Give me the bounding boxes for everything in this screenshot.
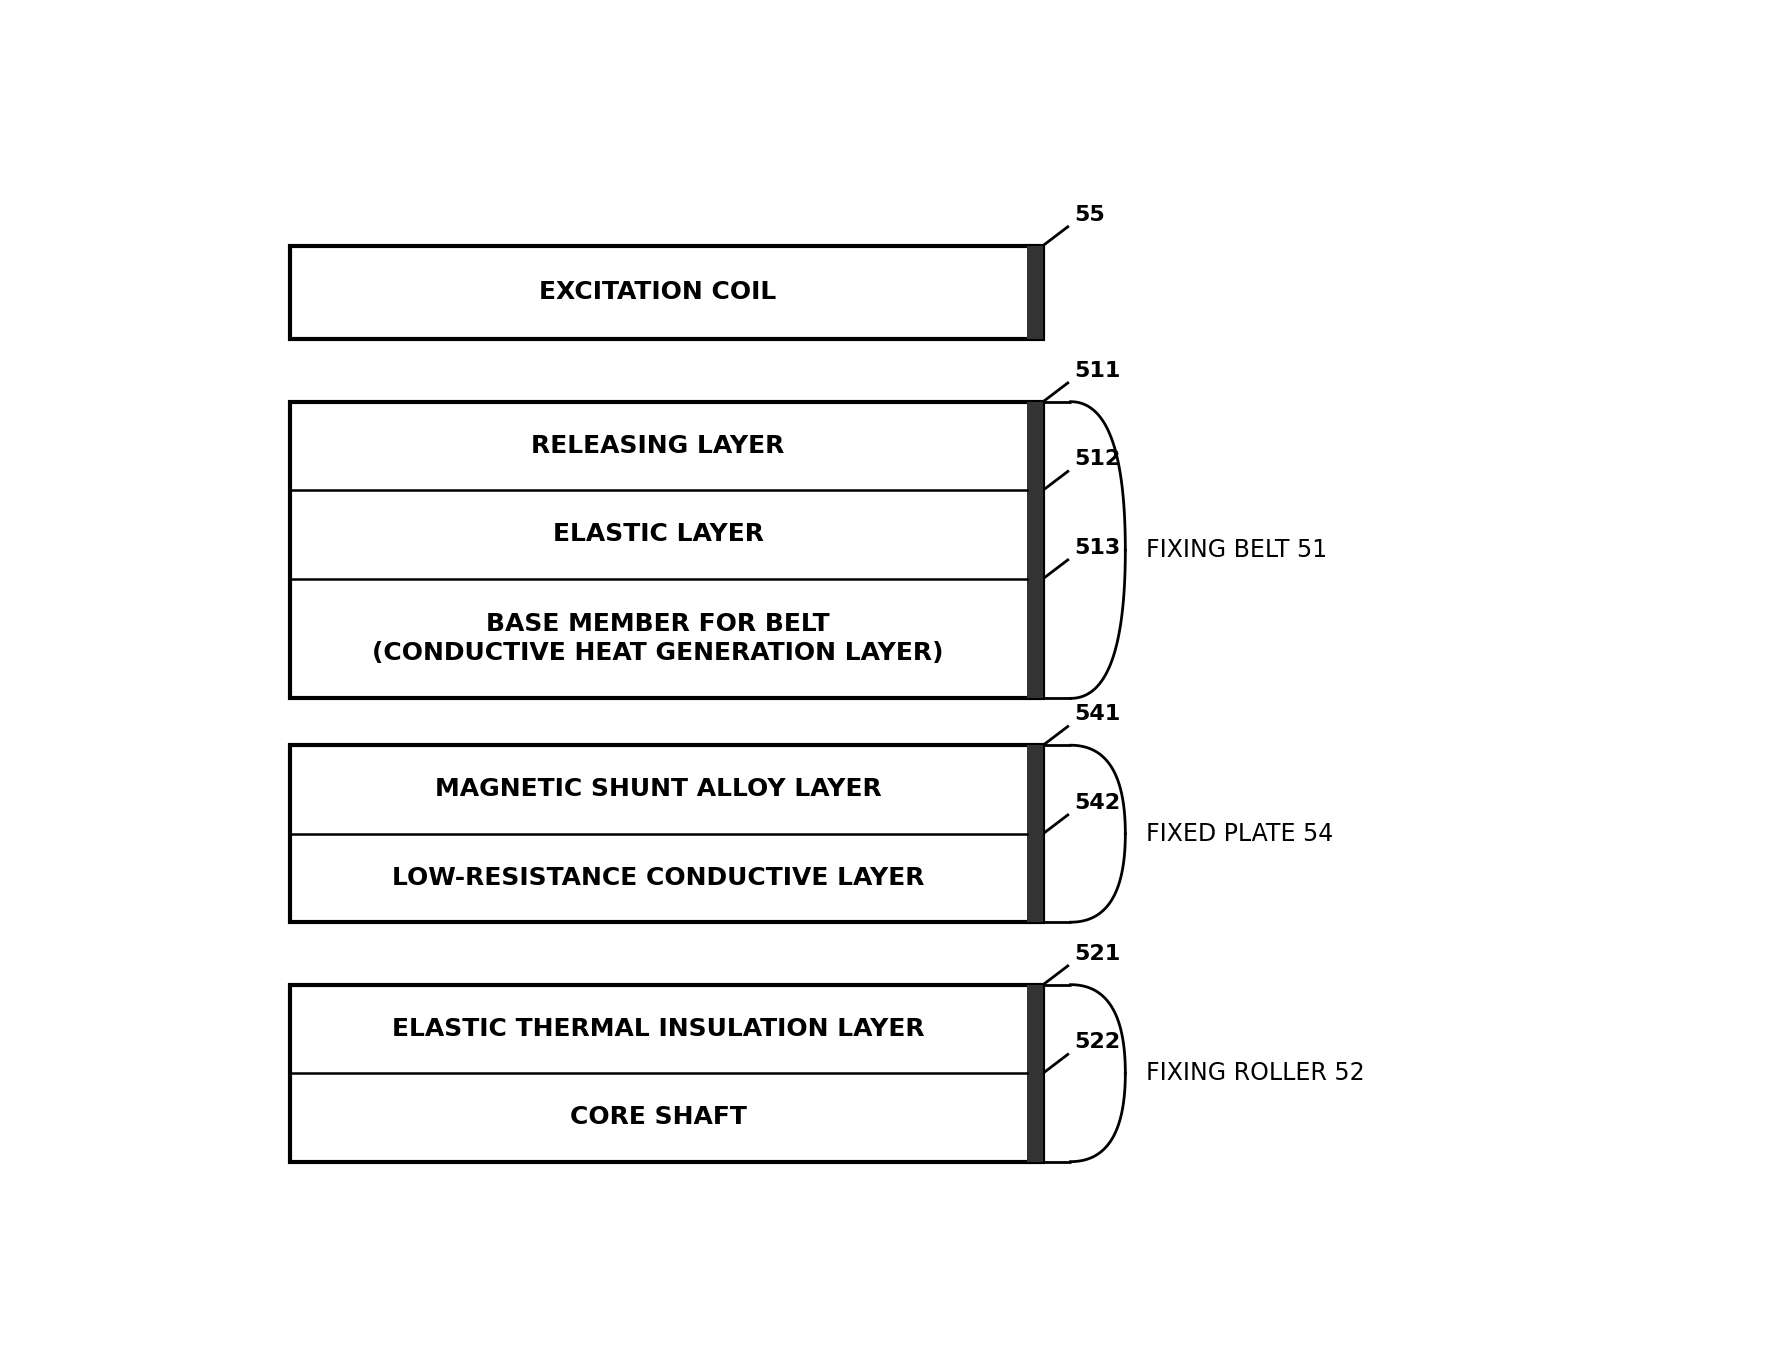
Text: 511: 511 (1075, 361, 1121, 381)
Text: FIXING BELT 51: FIXING BELT 51 (1146, 538, 1328, 562)
Text: 513: 513 (1075, 538, 1121, 558)
Bar (1027, 745, 1043, 922)
Text: FIXED PLATE 54: FIXED PLATE 54 (1146, 822, 1333, 846)
Text: 522: 522 (1075, 1033, 1121, 1052)
Text: 541: 541 (1075, 704, 1121, 725)
Text: LOW-RESISTANCE CONDUCTIVE LAYER: LOW-RESISTANCE CONDUCTIVE LAYER (392, 865, 925, 890)
Bar (290, 745, 1043, 922)
Text: 55: 55 (1075, 204, 1105, 224)
Text: 512: 512 (1075, 449, 1121, 469)
Text: CORE SHAFT: CORE SHAFT (569, 1106, 746, 1129)
Text: MAGNETIC SHUNT ALLOY LAYER: MAGNETIC SHUNT ALLOY LAYER (435, 777, 882, 802)
Bar (290, 402, 1043, 699)
Bar (290, 246, 1043, 339)
Text: FIXING ROLLER 52: FIXING ROLLER 52 (1146, 1061, 1365, 1086)
Text: 521: 521 (1075, 944, 1121, 964)
Bar (1027, 402, 1043, 699)
Text: ELASTIC THERMAL INSULATION LAYER: ELASTIC THERMAL INSULATION LAYER (392, 1017, 925, 1041)
Bar (290, 984, 1043, 1161)
Bar (1027, 246, 1043, 339)
Text: EXCITATION COIL: EXCITATION COIL (539, 280, 776, 304)
Text: ELASTIC LAYER: ELASTIC LAYER (553, 522, 764, 546)
Text: BASE MEMBER FOR BELT
(CONDUCTIVE HEAT GENERATION LAYER): BASE MEMBER FOR BELT (CONDUCTIVE HEAT GE… (373, 611, 944, 665)
Bar (1027, 984, 1043, 1161)
Text: 542: 542 (1075, 792, 1121, 813)
Text: RELEASING LAYER: RELEASING LAYER (532, 434, 785, 458)
